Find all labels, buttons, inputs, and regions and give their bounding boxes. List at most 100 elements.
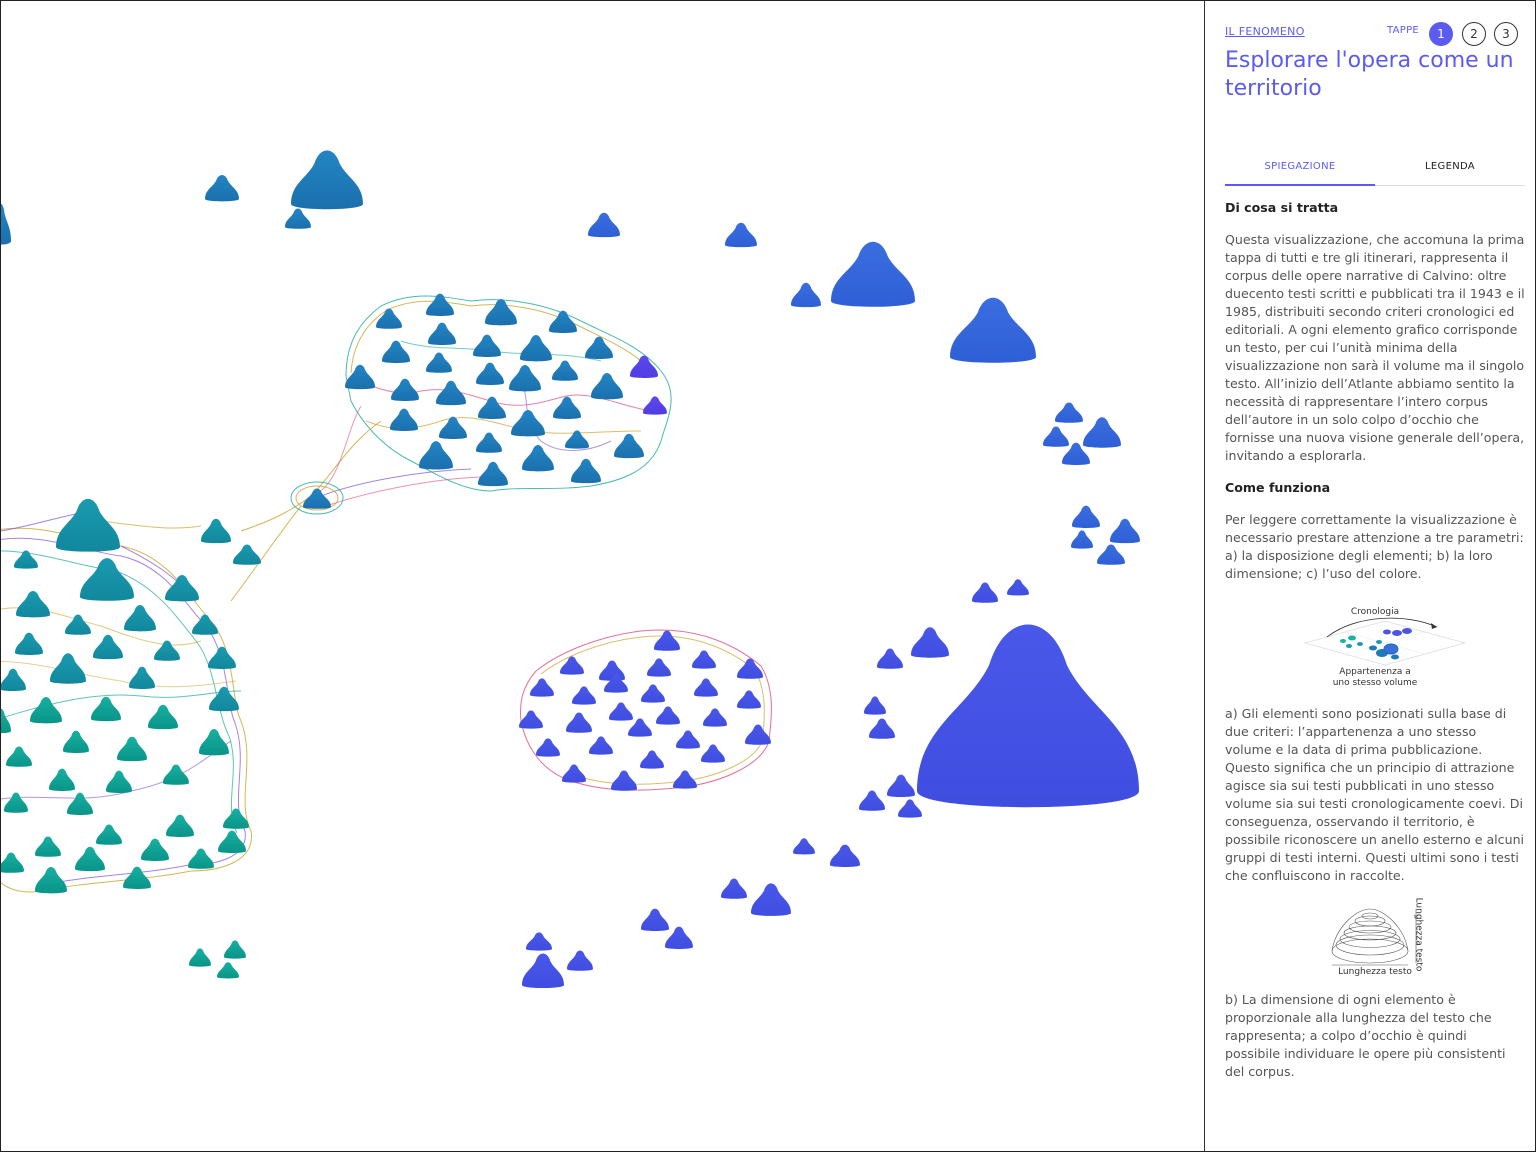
- text-mound[interactable]: [917, 624, 1139, 808]
- text-mound[interactable]: [93, 634, 123, 660]
- text-mound[interactable]: [419, 441, 453, 470]
- tab-legenda[interactable]: LEGENDA: [1425, 161, 1475, 172]
- text-mound[interactable]: [478, 461, 508, 487]
- text-mound[interactable]: [869, 718, 895, 739]
- text-mound[interactable]: [478, 396, 506, 419]
- text-mound[interactable]: [233, 544, 261, 565]
- step-button-2[interactable]: 2: [1462, 22, 1486, 46]
- text-mound[interactable]: [1097, 544, 1125, 565]
- text-mound[interactable]: [751, 883, 791, 916]
- text-mound[interactable]: [566, 712, 592, 733]
- text-mound[interactable]: [1, 668, 26, 691]
- text-mound[interactable]: [485, 298, 517, 326]
- text-mound[interactable]: [106, 770, 132, 793]
- territory-map-canvas[interactable]: [1, 1, 1204, 1151]
- text-mound[interactable]: [30, 696, 62, 724]
- text-mound[interactable]: [591, 372, 623, 400]
- text-mound[interactable]: [80, 558, 134, 601]
- text-mound[interactable]: [148, 704, 178, 730]
- text-mound[interactable]: [50, 653, 86, 684]
- text-mound[interactable]: [526, 932, 552, 951]
- breadcrumb-link[interactable]: IL FENOMENO: [1225, 25, 1305, 38]
- text-mound[interactable]: [476, 432, 502, 453]
- step-button-1[interactable]: 1: [1429, 22, 1453, 46]
- text-mound[interactable]: [6, 746, 32, 767]
- text-mound[interactable]: [291, 150, 363, 210]
- text-mound[interactable]: [589, 736, 613, 755]
- text-mound[interactable]: [522, 444, 554, 472]
- text-mound[interactable]: [201, 518, 231, 544]
- text-mound[interactable]: [56, 498, 120, 552]
- text-mound[interactable]: [654, 630, 680, 651]
- text-mound[interactable]: [701, 744, 725, 763]
- tab-spiegazione[interactable]: SPIEGAZIONE: [1225, 161, 1375, 186]
- text-mound[interactable]: [647, 658, 671, 677]
- text-mound[interactable]: [571, 458, 601, 484]
- text-mound[interactable]: [898, 799, 922, 818]
- text-mound[interactable]: [1110, 518, 1140, 544]
- text-mound[interactable]: [725, 222, 757, 248]
- text-mound[interactable]: [599, 660, 625, 681]
- text-mound[interactable]: [588, 212, 620, 238]
- text-mound[interactable]: [35, 866, 67, 894]
- text-mound[interactable]: [552, 360, 578, 381]
- text-mound[interactable]: [887, 774, 915, 797]
- text-mound[interactable]: [163, 764, 189, 785]
- text-mound[interactable]: [1055, 402, 1083, 423]
- text-mound[interactable]: [830, 844, 860, 867]
- text-mound[interactable]: [562, 764, 586, 783]
- text-mound[interactable]: [218, 830, 246, 853]
- text-mound[interactable]: [522, 953, 564, 989]
- text-mound[interactable]: [972, 582, 998, 603]
- text-mound[interactable]: [303, 488, 331, 509]
- text-mound[interactable]: [628, 718, 652, 737]
- text-mound[interactable]: [643, 396, 667, 415]
- text-mound[interactable]: [439, 416, 467, 439]
- text-mound[interactable]: [199, 728, 229, 756]
- text-mound[interactable]: [166, 814, 194, 837]
- text-mound[interactable]: [141, 838, 169, 861]
- text-mound[interactable]: [223, 808, 249, 829]
- text-mound[interactable]: [1071, 530, 1093, 549]
- text-mound[interactable]: [1007, 579, 1029, 596]
- text-mound[interactable]: [703, 708, 727, 727]
- text-mound[interactable]: [473, 334, 501, 357]
- text-mound[interactable]: [436, 380, 466, 406]
- text-mound[interactable]: [831, 241, 915, 307]
- text-mound[interactable]: [209, 686, 239, 712]
- text-mound[interactable]: [117, 736, 147, 762]
- text-mound[interactable]: [224, 940, 246, 959]
- text-mound[interactable]: [63, 730, 89, 753]
- text-mound[interactable]: [217, 962, 239, 979]
- text-mound[interactable]: [604, 674, 628, 693]
- text-mound[interactable]: [123, 866, 151, 889]
- step-button-3[interactable]: 3: [1494, 22, 1518, 46]
- text-mound[interactable]: [428, 322, 456, 345]
- text-mound[interactable]: [721, 878, 747, 899]
- text-mound[interactable]: [4, 792, 28, 813]
- text-mound[interactable]: [1, 708, 11, 734]
- text-mound[interactable]: [426, 352, 452, 373]
- text-mound[interactable]: [154, 640, 180, 661]
- text-mound[interactable]: [390, 408, 418, 431]
- text-mound[interactable]: [14, 550, 38, 569]
- text-mound[interactable]: [345, 364, 375, 390]
- text-mound[interactable]: [509, 364, 541, 392]
- text-mound[interactable]: [676, 730, 700, 749]
- text-mound[interactable]: [426, 293, 454, 316]
- text-mound[interactable]: [565, 430, 589, 449]
- text-mound[interactable]: [476, 362, 504, 385]
- text-mound[interactable]: [614, 433, 644, 459]
- text-mound[interactable]: [694, 678, 718, 697]
- text-mound[interactable]: [560, 656, 584, 675]
- text-mound[interactable]: [791, 282, 821, 308]
- text-mound[interactable]: [911, 627, 949, 658]
- text-mound[interactable]: [511, 409, 545, 437]
- text-mound[interactable]: [950, 297, 1036, 363]
- text-mound[interactable]: [65, 614, 91, 635]
- text-mound[interactable]: [49, 768, 75, 791]
- text-mound[interactable]: [859, 790, 885, 811]
- text-mound[interactable]: [745, 724, 771, 745]
- text-mound[interactable]: [124, 604, 156, 632]
- text-mound[interactable]: [692, 650, 716, 669]
